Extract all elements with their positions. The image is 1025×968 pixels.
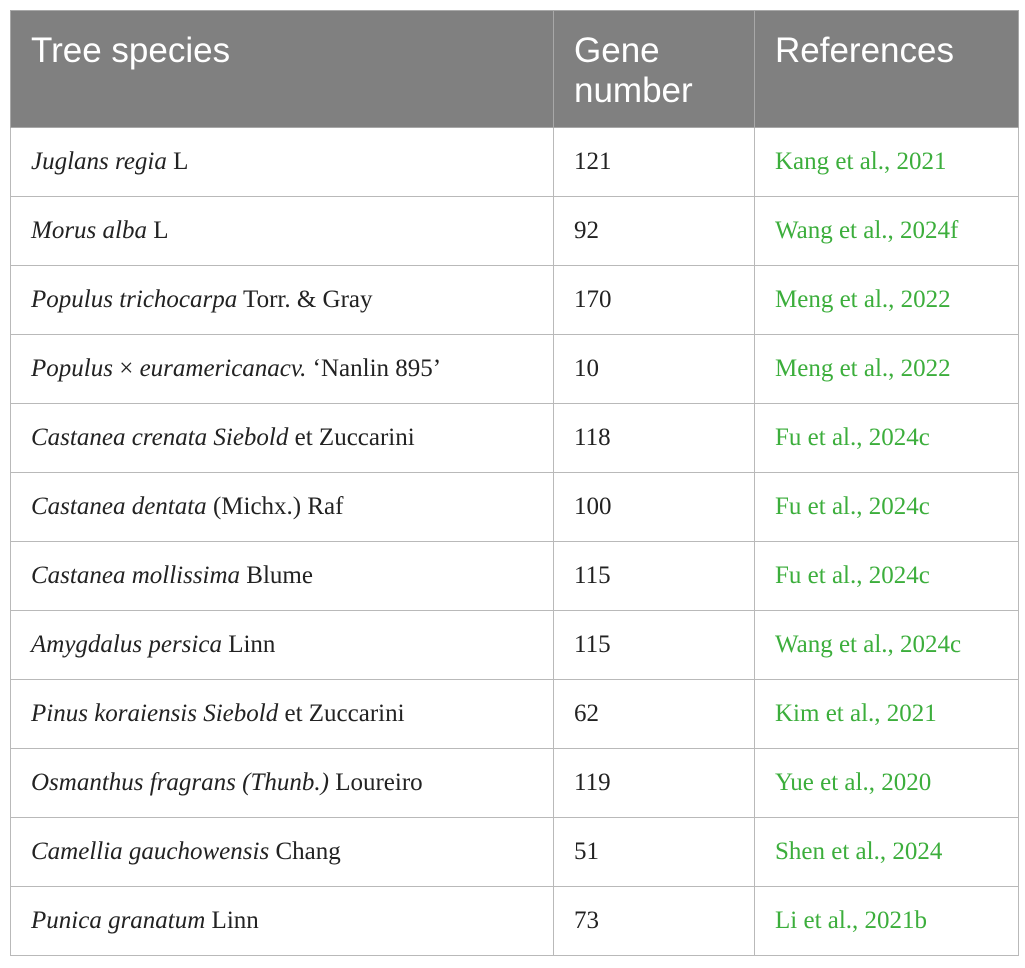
table-row: Pinus koraiensis Siebold et Zuccarini 62 K… — [10, 679, 1019, 749]
table-header: Tree species Gene number References — [10, 10, 1019, 128]
table-row: Osmanthus fragrans (Thunb.) Loureiro 119 Y… — [10, 748, 1019, 818]
gene-number-cell: 92 — [553, 196, 755, 266]
gene-number-cell: 100 — [553, 472, 755, 542]
gene-number-cell: 10 — [553, 334, 755, 404]
species-cell: Osmanthus fragrans (Thunb.) Loureiro — [10, 748, 554, 818]
reference-link[interactable]: Fu et al., 2024c — [754, 541, 1019, 611]
species-gene-table: Tree species Gene number References Jugla… — [10, 10, 1019, 956]
table-row: Morus alba L 92 Wang et al., 2024f — [10, 196, 1019, 266]
species-name-italic: Populus trichocarpa — [31, 286, 238, 313]
species-cell: Punica granatum Linn — [10, 886, 554, 956]
species-authority: Torr. & Gray — [237, 286, 373, 313]
gene-number-cell: 51 — [553, 817, 755, 887]
species-authority: et Zuccarini — [278, 700, 405, 727]
species-cell: Castanea mollissima Blume — [10, 541, 554, 611]
reference-link[interactable]: Kim et al., 2021 — [754, 679, 1019, 749]
species-authority: × — [112, 355, 140, 382]
species-cell: Morus alba L — [10, 196, 554, 266]
reference-link[interactable]: Yue et al., 2020 — [754, 748, 1019, 818]
species-authority: Linn — [221, 631, 276, 658]
species-authority: (Michx.) Raf — [206, 493, 344, 520]
species-name-italic: Amygdalus persica — [31, 631, 222, 658]
species-cell: Juglans regia L — [10, 127, 554, 197]
species-name-italic: Castanea mollissima — [31, 562, 241, 589]
species-authority: Loureiro — [328, 769, 423, 796]
species-authority: et Zuccarini — [288, 424, 415, 451]
species-name-italic: euramericanacv. — [139, 355, 307, 382]
table-body: Juglans regia L 121 Kang et al., 2021 Morus… — [10, 127, 1019, 956]
species-cell: Pinus koraiensis Siebold et Zuccarini — [10, 679, 554, 749]
gene-number-cell: 73 — [553, 886, 755, 956]
species-cell: Populus × euramericanacv. ‘Nanlin 895’ — [10, 334, 554, 404]
reference-link[interactable]: Kang et al., 2021 — [754, 127, 1019, 197]
species-authority: Blume — [240, 562, 313, 589]
table-row: Castanea dentata (Michx.) Raf 100 Fu et al… — [10, 472, 1019, 542]
gene-number-cell: 118 — [553, 403, 755, 473]
gene-number-cell: 115 — [553, 541, 755, 611]
table-row: Punica granatum Linn 73 Li et al., 2021b — [10, 886, 1019, 956]
header-tree-species: Tree species — [10, 10, 554, 128]
species-authority: Chang — [269, 838, 341, 865]
reference-link[interactable]: Li et al., 2021b — [754, 886, 1019, 956]
reference-link[interactable]: Meng et al., 2022 — [754, 265, 1019, 335]
species-cell: Amygdalus persica Linn — [10, 610, 554, 680]
header-references: References — [754, 10, 1019, 128]
header-row: Tree species Gene number References — [10, 10, 1019, 128]
gene-number-cell: 119 — [553, 748, 755, 818]
species-authority: ‘Nanlin 895’ — [306, 355, 442, 382]
species-name-italic: Juglans regia — [31, 148, 167, 175]
header-gene-line1: Gene — [574, 31, 660, 70]
species-cell: Castanea crenata Siebold et Zuccarini — [10, 403, 554, 473]
species-name-italic: Castanea dentata — [31, 493, 207, 520]
species-name-italic: Osmanthus fragrans (Thunb.) — [31, 769, 329, 796]
species-name-italic: Morus alba — [31, 217, 147, 244]
species-cell: Castanea dentata (Michx.) Raf — [10, 472, 554, 542]
species-cell: Camellia gauchowensis Chang — [10, 817, 554, 887]
table-row: Camellia gauchowensis Chang 51 Shen et al.… — [10, 817, 1019, 887]
table-row: Populus trichocarpa Torr. & Gray 170 Meng … — [10, 265, 1019, 335]
reference-link[interactable]: Wang et al., 2024f — [754, 196, 1019, 266]
reference-link[interactable]: Fu et al., 2024c — [754, 472, 1019, 542]
reference-link[interactable]: Wang et al., 2024c — [754, 610, 1019, 680]
species-authority: Linn — [205, 907, 259, 934]
species-cell: Populus trichocarpa Torr. & Gray — [10, 265, 554, 335]
gene-number-cell: 115 — [553, 610, 755, 680]
species-name-italic: Castanea crenata Siebold — [31, 424, 289, 451]
reference-link[interactable]: Fu et al., 2024c — [754, 403, 1019, 473]
species-name-italic: Camellia gauchowensis — [31, 838, 270, 865]
header-gene-line2: number — [574, 71, 693, 110]
table-row: Castanea mollissima Blume 115 Fu et al., 2… — [10, 541, 1019, 611]
gene-number-cell: 121 — [553, 127, 755, 197]
species-authority: L — [146, 217, 169, 244]
gene-number-cell: 62 — [553, 679, 755, 749]
header-gene-number: Gene number — [553, 10, 755, 128]
table-row: Castanea crenata Siebold et Zuccarini 118… — [10, 403, 1019, 473]
species-name-italic: Pinus koraiensis Siebold — [31, 700, 279, 727]
table-row: Juglans regia L 121 Kang et al., 2021 — [10, 127, 1019, 197]
gene-number-cell: 170 — [553, 265, 755, 335]
reference-link[interactable]: Meng et al., 2022 — [754, 334, 1019, 404]
reference-link[interactable]: Shen et al., 2024 — [754, 817, 1019, 887]
species-name-italic: Populus — [31, 355, 113, 382]
table-row: Amygdalus persica Linn 115 Wang et al., 20… — [10, 610, 1019, 680]
table-row: Populus × euramericanacv. ‘Nanlin 895’ 10… — [10, 334, 1019, 404]
species-authority: L — [166, 148, 189, 175]
species-name-italic: Punica granatum — [31, 907, 206, 934]
